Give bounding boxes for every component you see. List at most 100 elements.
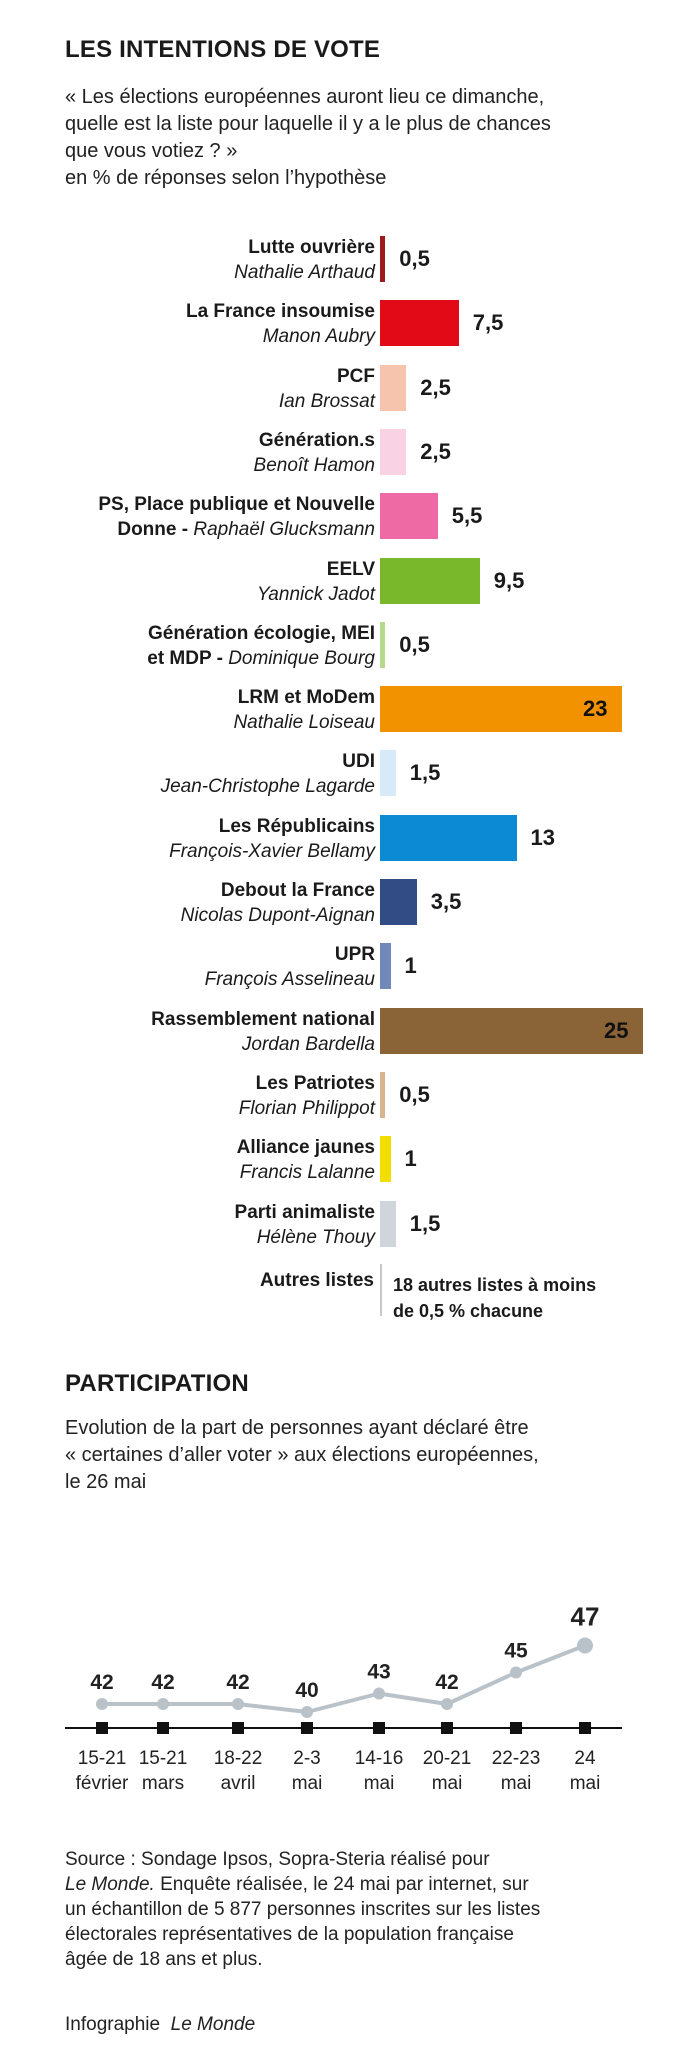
candidate-name: Ian Brossat	[278, 390, 375, 412]
bar	[380, 1200, 396, 1247]
data-label: 43	[367, 1661, 390, 1684]
x-tick-label: mai	[501, 1773, 532, 1794]
bar	[380, 557, 480, 604]
data-label: 0,5	[399, 246, 430, 271]
participation-title: PARTICIPATION	[65, 1370, 249, 1397]
bar	[380, 364, 407, 411]
x-tick-label: 14-16	[355, 1748, 404, 1769]
candidate-line: Florian Philippot	[40, 1096, 375, 1121]
x-tick-label: février	[76, 1773, 129, 1794]
candidate-line: Jordan Bardella	[40, 1032, 375, 1057]
data-label: 2,5	[420, 438, 451, 464]
candidate-line: François Asselineau	[40, 967, 375, 992]
others-note-line: 18 autres listes à moins	[393, 1275, 597, 1295]
data-label: 1,5	[409, 1210, 441, 1236]
data-label: 45	[504, 1640, 528, 1663]
x-tick-label: mai	[364, 1773, 395, 1794]
data-label: 40	[295, 1679, 318, 1702]
others-label: Autres listes	[259, 1270, 374, 1291]
candidate-line: Jean-Christophe Lagarde	[40, 774, 375, 799]
list-name: UDI	[342, 751, 375, 773]
data-label: 42	[435, 1671, 458, 1694]
x-tick-label: 15-21	[139, 1748, 188, 1769]
list-name: Parti animaliste	[234, 1201, 375, 1223]
chart-question: « Les élections européennes auront lieu …	[65, 84, 665, 192]
bar-label: Génération.s Benoît Hamon	[40, 428, 375, 478]
x-tick	[373, 1722, 385, 1734]
bar	[380, 943, 391, 990]
x-tick-label: 15-21	[78, 1748, 127, 1769]
x-tick	[579, 1722, 591, 1734]
bar-label: Parti animaliste Hélène Thouy	[40, 1200, 375, 1250]
question-line: que vous votiez ? »	[65, 140, 238, 162]
list-name: Alliance jaunes	[236, 1137, 375, 1159]
list-name: Lutte ouvrière	[248, 237, 375, 258]
bar-label: LRM et MoDem Nathalie Loiseau	[40, 685, 375, 735]
list-name: EELV	[326, 558, 375, 580]
candidate-line: Nathalie Loiseau	[40, 710, 375, 735]
bar-label: Lutte ouvrière Nathalie Arthaud	[40, 235, 375, 285]
bar	[380, 814, 517, 861]
bar	[380, 1136, 391, 1183]
data-label: 42	[90, 1671, 113, 1694]
candidate-line: Manon Aubry	[40, 324, 375, 349]
bar-label: UPR François Asselineau	[40, 942, 375, 992]
data-label: 7,5	[472, 310, 504, 336]
candidate-name: Jordan Bardella	[241, 1033, 375, 1055]
candidate-line: Yannick Jadot	[40, 582, 375, 607]
candidate-name: Benoît Hamon	[253, 454, 375, 476]
bar-label: UDI Jean-Christophe Lagarde	[40, 749, 375, 799]
data-label: 0,5	[399, 1081, 430, 1107]
candidate-name: Nicolas Dupont-Aignan	[180, 905, 375, 926]
source-text: Enquête réalisée, le 24 mai par internet…	[154, 1874, 529, 1895]
list-name: Rassemblement national	[151, 1008, 375, 1030]
bar	[380, 621, 386, 668]
description-line: « certaines d’aller voter » aux élection…	[65, 1444, 539, 1466]
bar-label: Rassemblement national Jordan Bardella	[40, 1007, 375, 1057]
credit-label: Infographie	[65, 2014, 161, 2035]
list-name: PCF	[337, 365, 375, 387]
credit: Infographie Le Monde	[65, 2012, 255, 2037]
candidate-name: Nathalie Loiseau	[233, 712, 375, 734]
candidate-line: Benoît Hamon	[40, 453, 375, 478]
bar-label: PCF Ian Brossat	[40, 364, 375, 414]
bar	[380, 879, 417, 925]
others-axis-line	[380, 1264, 382, 1316]
data-label: 1	[404, 953, 417, 979]
x-tick-label: mai	[292, 1773, 323, 1794]
bar	[380, 686, 622, 733]
participation-line-chart: 42 42 42 40 43 42 45 47 15-21 février 15-21 mars 18-…	[65, 1602, 622, 1794]
x-tick-label: mai	[432, 1773, 463, 1794]
source-line: Source : Sondage Ipsos, Sopra-Steria réa…	[65, 1849, 490, 1870]
bar-label: EELV Yannick Jadot	[40, 557, 375, 607]
list-name: Debout la France	[220, 880, 375, 901]
data-label: 47	[571, 1602, 600, 1632]
source-note: Source : Sondage Ipsos, Sopra-Steria réa…	[65, 1847, 675, 1972]
chart-title: LES INTENTIONS DE VOTE	[65, 36, 381, 63]
x-tick	[157, 1722, 169, 1734]
x-tick-label: 18-22	[214, 1748, 263, 1769]
candidate-line: Hélène Thouy	[40, 1225, 375, 1250]
data-point	[96, 1698, 108, 1710]
candidate-name: Manon Aubry	[262, 326, 375, 348]
list-name-cont: Donne -	[117, 519, 194, 541]
list-name: UPR	[334, 944, 375, 966]
bar-label: Debout la France Nicolas Dupont-Aignan	[40, 878, 375, 928]
candidate-name: François Asselineau	[204, 969, 375, 991]
data-label: 3,5	[430, 889, 462, 914]
bar	[380, 750, 396, 797]
x-tick	[232, 1722, 244, 1734]
data-point	[301, 1706, 313, 1718]
bar	[380, 1071, 386, 1118]
data-point	[577, 1637, 593, 1654]
question-line: « Les élections européennes auront lieu …	[65, 86, 545, 108]
source-line: électorales représentatives de la popula…	[65, 1924, 514, 1945]
data-label: 1	[404, 1146, 417, 1172]
source-line: Le Monde. Enquête réalisée, le 24 mai pa…	[65, 1872, 675, 1897]
bar	[380, 1007, 643, 1054]
candidate-line: Nathalie Arthaud	[40, 260, 375, 285]
candidate-line: Nicolas Dupont-Aignan	[40, 903, 375, 928]
data-point	[232, 1698, 244, 1710]
x-tick-label: 2-3	[293, 1748, 320, 1769]
candidate-name: Francis Lalanne	[239, 1162, 375, 1184]
